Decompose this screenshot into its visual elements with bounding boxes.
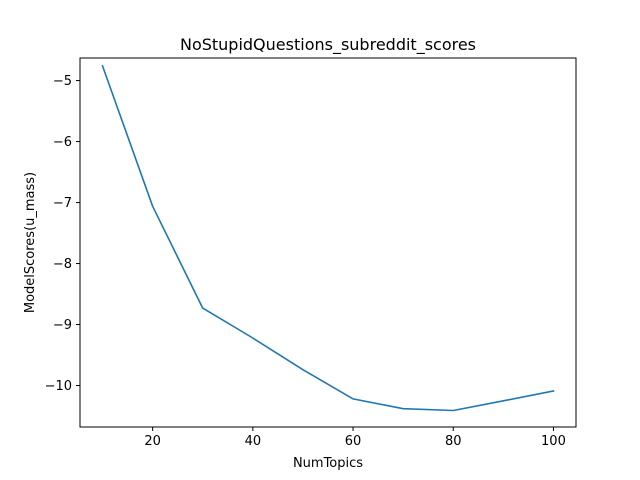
x-tick-label: 20 — [144, 434, 161, 449]
series-layer — [101, 64, 555, 412]
y-tick-label: −8 — [53, 257, 72, 272]
y-axis-label: ModelScores(u_mass) — [23, 172, 38, 313]
plot-frame — [79, 57, 577, 428]
y-tick-label: −5 — [53, 74, 72, 89]
x-axis-ticks: 20 40 60 80 100 — [144, 427, 566, 449]
x-tick-label: 100 — [541, 434, 566, 449]
plot-background — [80, 58, 576, 427]
x-tick-label: 80 — [445, 434, 462, 449]
series-line — [101, 64, 555, 412]
y-tick-label: −9 — [53, 318, 72, 333]
chart-title: NoStupidQuestions_subreddit_scores — [180, 35, 476, 55]
y-tick-label: −6 — [53, 135, 72, 150]
y-tick-label: −7 — [53, 196, 72, 211]
x-tick-label: 60 — [345, 434, 362, 449]
y-tick-label: −10 — [45, 379, 72, 394]
x-tick-label: 40 — [245, 434, 262, 449]
y-axis-ticks: −10 −9 −8 −7 −6 −5 — [45, 74, 80, 394]
x-axis-label: NumTopics — [293, 456, 363, 471]
